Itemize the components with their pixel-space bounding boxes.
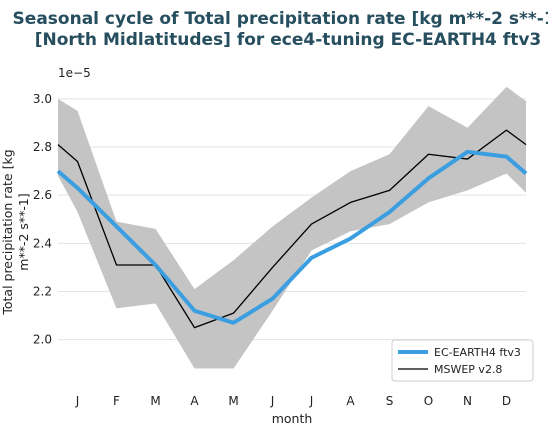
x-tick-label: S xyxy=(386,394,394,408)
legend: EC-EARTH4 ftv3 MSWEP v2.8 xyxy=(391,339,534,382)
x-tick-label: F xyxy=(113,394,120,408)
x-tick-label: A xyxy=(346,394,355,408)
y-tick-label: 2.8 xyxy=(33,140,52,154)
legend-label-mswep: MSWEP v2.8 xyxy=(434,363,502,376)
series-line-ec-earth4-ftv3 xyxy=(56,149,528,325)
y-tick-label: 2.6 xyxy=(33,188,52,202)
spread-band-mswep-v2-8 xyxy=(58,86,526,369)
x-tick-label: M xyxy=(150,394,160,408)
x-axis-label: month xyxy=(272,411,313,426)
x-tick-label: N xyxy=(463,394,472,408)
chart-title-line-2: [North Midlatitudes] for ece4-tuning EC-… xyxy=(35,30,542,50)
y-tick-label: 3.0 xyxy=(33,92,52,106)
legend-label-ec-earth4: EC-EARTH4 ftv3 xyxy=(434,346,521,359)
y-tick-label: 2.4 xyxy=(33,236,52,250)
x-tick-label: O xyxy=(424,394,433,408)
x-tick-label: J xyxy=(270,394,275,408)
y-axis-label-line-2: m**-2 s**-1] xyxy=(16,193,31,270)
chart-title-line-1: Seasonal cycle of Total precipitation ra… xyxy=(13,9,548,29)
x-tick-label: J xyxy=(75,394,80,408)
y-axis-label-line-1: Total precipitation rate [kg xyxy=(0,149,15,315)
y-tick-label: 2.0 xyxy=(33,333,52,347)
spread-bands xyxy=(58,86,526,369)
y-offset-label: 1e−5 xyxy=(58,66,91,80)
x-tick-label: A xyxy=(190,394,199,408)
y-tick-labels: 2.0 2.2 2.4 2.6 2.8 3.0 xyxy=(33,92,52,347)
series-lines xyxy=(56,129,528,329)
x-tick-label: M xyxy=(228,394,238,408)
x-tick-label: J xyxy=(309,394,314,408)
y-tick-label: 2.2 xyxy=(33,284,52,298)
x-tick-label: D xyxy=(502,394,511,408)
y-axis-label-group: Total precipitation rate [kg m**-2 s**-1… xyxy=(0,149,31,315)
